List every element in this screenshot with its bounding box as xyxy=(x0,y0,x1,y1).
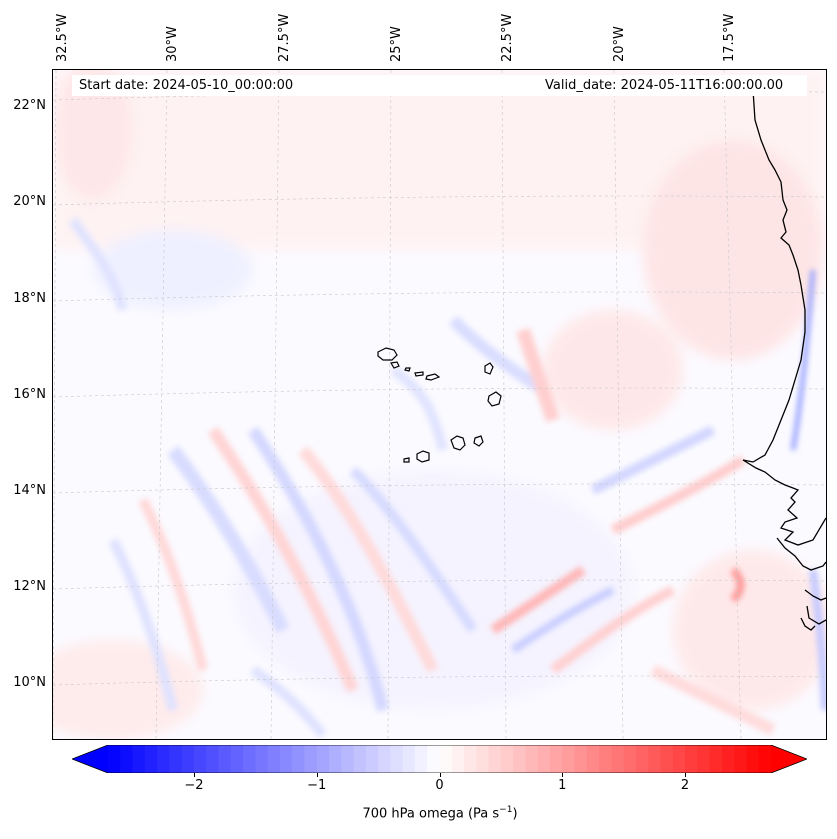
colorbar-cell xyxy=(758,745,772,773)
colorbar-cell xyxy=(611,745,625,773)
colorbar-cell xyxy=(341,745,355,773)
coastline xyxy=(742,89,826,631)
colorbar-cell xyxy=(402,745,416,773)
colorbar-cell xyxy=(427,745,440,773)
colorbar-cell xyxy=(279,745,293,773)
colorbar-cell xyxy=(353,745,367,773)
colorbar-cell xyxy=(390,745,404,773)
lon-label-25w: 25°W xyxy=(389,26,404,62)
colorbar-tick-mark xyxy=(562,773,564,777)
colorbar-cell xyxy=(181,745,195,773)
start-date-label: Start date: 2024-05-10_00:00:00 xyxy=(79,78,294,93)
lon-label-30w: 30°W xyxy=(165,26,180,62)
colorbar-cell xyxy=(685,745,698,773)
colorbar-cell xyxy=(365,745,379,773)
colorbar-cell xyxy=(574,745,588,773)
colorbar-cell xyxy=(157,745,170,773)
colorbar-tick-label: 1 xyxy=(558,778,567,793)
colorbar-tick-mark xyxy=(439,773,441,777)
colorbar-cell xyxy=(451,745,465,773)
colorbar-cell xyxy=(623,745,637,773)
colorbar-cell xyxy=(635,745,649,773)
colorbar-cell xyxy=(586,745,600,773)
colorbar-cell xyxy=(476,745,490,773)
colorbar-cell xyxy=(120,745,134,773)
lat-label-18n: 18°N xyxy=(13,291,46,306)
colorbar-cell xyxy=(709,745,723,773)
colorbar-max-extend xyxy=(771,745,807,773)
colorbar-cell xyxy=(414,745,428,773)
lat-label-16n: 16°N xyxy=(13,387,46,402)
colorbar-cell xyxy=(439,745,453,773)
colorbar-cell xyxy=(193,745,207,773)
lon-label-22.5w: 22.5°W xyxy=(500,13,515,62)
colorbar-cell xyxy=(243,745,256,773)
lon-label-20w: 20°W xyxy=(612,26,627,62)
colorbar-cell xyxy=(562,745,576,773)
colorbar-min-extend xyxy=(72,745,108,773)
colorbar-cell xyxy=(292,745,305,773)
colorbar-tick-label: −1 xyxy=(307,778,327,793)
date-info-strip xyxy=(72,75,807,96)
colorbar-cell xyxy=(500,745,514,773)
lon-label-32.5w: 32.5°W xyxy=(55,13,70,62)
colorbar-tick-label: −2 xyxy=(184,778,204,793)
colorbar-cell xyxy=(464,745,477,773)
colorbar-cell xyxy=(169,745,183,773)
cape-verde-islands xyxy=(377,347,502,463)
colorbar-cell xyxy=(660,745,674,773)
colorbar-cell xyxy=(304,745,318,773)
colorbar-tick-mark xyxy=(685,773,687,777)
colorbar-tick-label: 2 xyxy=(680,778,690,793)
colorbar-cell xyxy=(329,745,342,773)
colorbar-cell xyxy=(206,745,219,773)
colorbar xyxy=(72,745,807,773)
lon-label-17.5w: 17.5°W xyxy=(722,13,737,62)
colorbar-cell xyxy=(697,745,711,773)
lat-label-20n: 20°N xyxy=(13,194,46,209)
lon-label-27.5w: 27.5°W xyxy=(277,13,292,62)
colorbar-cell xyxy=(132,745,146,773)
colorbar-tick-mark xyxy=(193,773,195,777)
graticule xyxy=(53,70,826,739)
colorbar-cell xyxy=(267,745,281,773)
colorbar-cell xyxy=(378,745,391,773)
colorbar-cell xyxy=(746,745,760,773)
colorbar-cell xyxy=(550,745,563,773)
colorbar-cell xyxy=(672,745,686,773)
colorbar-cell xyxy=(513,745,526,773)
map-panel[interactable] xyxy=(52,69,827,740)
lat-label-22n: 22°N xyxy=(13,98,46,113)
colorbar-cell xyxy=(525,745,539,773)
colorbar-cell xyxy=(488,745,502,773)
colorbar-cell xyxy=(108,745,121,773)
colorbar-tick-label: 0 xyxy=(435,778,444,793)
lat-label-14n: 14°N xyxy=(13,483,46,498)
valid-date-label: Valid_date: 2024-05-11T16:00:00.00 xyxy=(545,78,784,93)
colorbar-label: 700 hPa omega (Pa s−1) xyxy=(362,805,518,822)
omega-field-map xyxy=(53,70,826,739)
colorbar-cell xyxy=(721,745,735,773)
colorbar-cell xyxy=(599,745,612,773)
colorbar-cell xyxy=(255,745,269,773)
omega-field-background xyxy=(53,70,826,739)
omega-streaks xyxy=(68,217,826,739)
lat-label-12n: 12°N xyxy=(13,579,46,594)
colorbar-cell xyxy=(734,745,747,773)
colorbar-cell xyxy=(218,745,232,773)
colorbar-cell xyxy=(648,745,661,773)
colorbar-tick-mark xyxy=(316,773,318,777)
colorbar-cell xyxy=(316,745,330,773)
colorbar-cell xyxy=(144,745,158,773)
colorbar-cell xyxy=(537,745,551,773)
lat-label-10n: 10°N xyxy=(13,675,46,690)
colorbar-cell xyxy=(230,745,244,773)
